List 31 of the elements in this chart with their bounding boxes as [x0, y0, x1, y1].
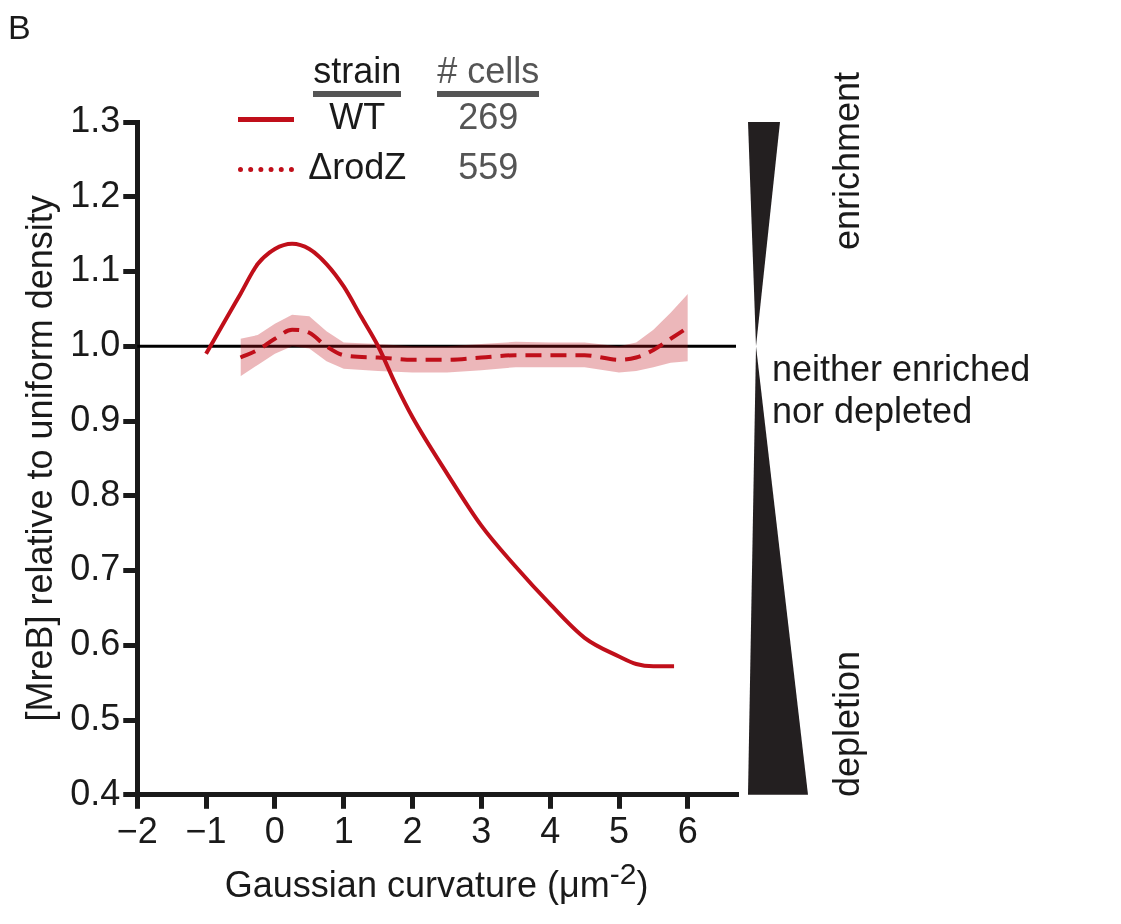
x-tick-label: 6: [677, 810, 698, 852]
text: enrichment: [826, 72, 868, 251]
x-tick-label: 0: [264, 810, 285, 852]
x-tick-label: −1: [185, 810, 227, 852]
y-tick-label: 1.2: [70, 173, 121, 215]
legend-label: WT: [328, 95, 387, 139]
text: neither enriched nor depleted: [772, 348, 1032, 433]
x-tick-label: −2: [116, 810, 158, 852]
x-tick-label: 4: [540, 810, 561, 852]
x-tick-label: 5: [608, 810, 630, 852]
y-axis-title: [MreB] relative to uniform density: [18, 195, 60, 722]
legend-label: ΔrodZ: [307, 145, 408, 189]
text: # cells: [437, 50, 540, 97]
y-tick-label: 1.3: [70, 98, 121, 140]
text: depletion: [826, 650, 868, 797]
annotation: 559: [457, 145, 520, 189]
y-tick-label: 0.8: [70, 472, 121, 514]
x-tick-label: 3: [471, 810, 492, 852]
y-tick-label: 1.0: [70, 323, 121, 365]
y-tick-label: 0.6: [70, 622, 121, 664]
y-tick-label: 0.7: [70, 547, 121, 589]
y-tick-label: 1.1: [70, 248, 121, 290]
y-tick-label: 0.9: [70, 397, 121, 439]
annotation: 269: [457, 95, 520, 139]
x-tick-label: 2: [402, 810, 423, 852]
x-axis-title: Gaussian curvature (μm$^{-2}$): [223, 856, 650, 906]
legend-title: strain: [313, 50, 402, 97]
text: B: [8, 8, 31, 47]
y-tick-label: 0.4: [70, 771, 121, 813]
y-tick-label: 0.5: [70, 696, 121, 738]
x-tick-label: 1: [333, 810, 354, 852]
